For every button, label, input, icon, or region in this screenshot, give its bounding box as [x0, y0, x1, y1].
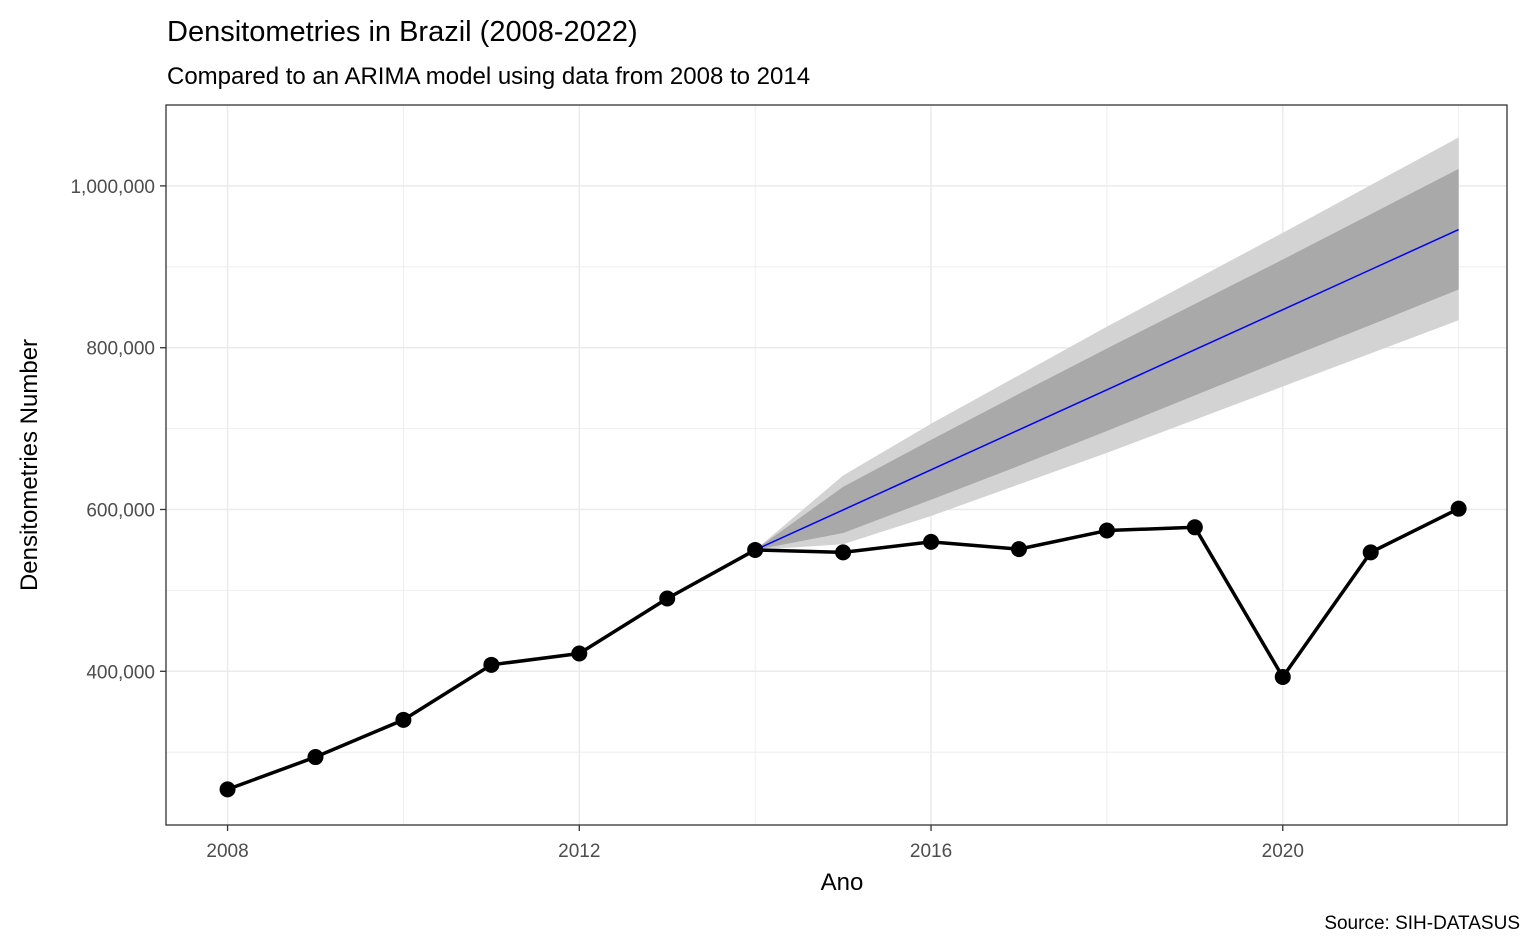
major-gridlines: [166, 105, 1507, 825]
data-point: [1274, 668, 1291, 685]
y-tick-label: 600,000: [86, 500, 155, 521]
x-tick-label: 2012: [558, 841, 600, 862]
chart-title: Densitometries in Brazil (2008-2022): [167, 16, 638, 48]
x-tick-label: 2020: [1262, 841, 1304, 862]
data-point: [307, 749, 324, 766]
x-axis-title: Ano: [821, 869, 864, 896]
y-axis: 400,000 600,000 800,000 1,000,000: [70, 177, 166, 683]
y-tick-label: 800,000: [86, 339, 155, 360]
data-point: [395, 711, 412, 728]
data-point: [659, 590, 676, 607]
data-point: [1186, 519, 1203, 536]
data-point: [219, 781, 236, 798]
forecast-bands: [755, 137, 1459, 550]
data-point: [1010, 541, 1027, 558]
x-tick-label: 2016: [910, 841, 952, 862]
y-tick-label: 400,000: [86, 662, 155, 683]
chart-subtitle: Compared to an ARIMA model using data fr…: [167, 63, 810, 90]
data-point: [1098, 522, 1115, 539]
data-point: [923, 533, 940, 550]
observed-series: [219, 500, 1467, 798]
x-tick-label: 2008: [206, 841, 248, 862]
forecast-line-group: [754, 228, 1459, 551]
data-point: [571, 645, 588, 662]
forecast-mean-line: [754, 228, 1459, 551]
x-axis: 2008 2012 2016 2020: [206, 825, 1304, 862]
forecast-band-80: [755, 168, 1459, 550]
data-point: [747, 541, 764, 558]
y-tick-label: 1,000,000: [70, 177, 155, 198]
data-point: [1362, 544, 1379, 561]
data-point: [835, 544, 852, 561]
data-point: [483, 656, 500, 673]
data-point: [1450, 500, 1467, 517]
panel-border: [165, 104, 1508, 826]
y-axis-title: Densitometries Number: [16, 339, 43, 591]
minor-gridlines: [166, 105, 1507, 825]
chart-caption: Source: SIH-DATASUS: [1324, 913, 1520, 934]
